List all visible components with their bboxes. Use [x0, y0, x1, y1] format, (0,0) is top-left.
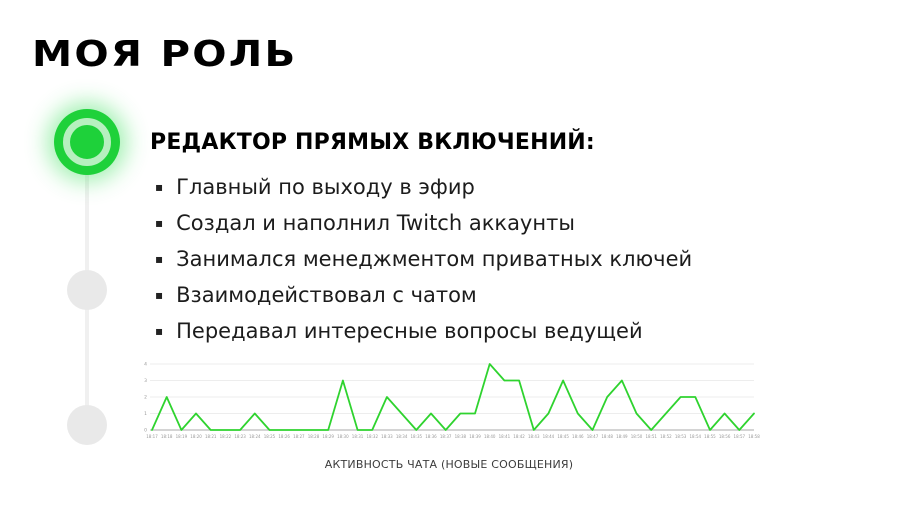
timeline-step-inactive-icon	[67, 270, 107, 310]
x-tick-label: 18:17	[146, 434, 158, 439]
x-tick-label: 18:32	[366, 434, 378, 439]
bullet-text: Создал и наполнил Twitch аккаунты	[176, 211, 575, 235]
x-tick-label: 18:18	[161, 434, 173, 439]
bullet-item: ▪ Главный по выходу в эфир	[150, 175, 770, 202]
x-tick-label: 18:48	[601, 434, 613, 439]
x-tick-label: 18:31	[352, 434, 364, 439]
x-tick-label: 18:27	[293, 434, 305, 439]
timeline-step-active-ring	[63, 118, 111, 166]
bullet-marker-icon: ▪	[155, 288, 164, 302]
chat-activity-series-line	[151, 363, 755, 431]
x-tick-label: 18:53	[675, 434, 687, 439]
x-tick-label: 18:57	[734, 434, 746, 439]
x-tick-label: 18:58	[748, 434, 760, 439]
x-tick-label: 18:52	[660, 434, 672, 439]
line-chart: 0 1 2 3 4 18:17 18:18 18:19 18:20 18:21 18:22 18:23…	[144, 362, 760, 440]
bullet-text: Главный по выходу в эфир	[176, 175, 475, 199]
x-tick-label: 18:28	[308, 434, 320, 439]
x-tick-label: 18:23	[234, 434, 246, 439]
slide-content: РЕДАКТОР ПРЯМЫХ ВКЛЮЧЕНИЙ: ▪ Главный по в…	[150, 130, 770, 355]
bullet-item: ▪ Передавал интересные вопросы ведущей	[150, 319, 770, 346]
x-tick-label: 18:36	[425, 434, 437, 439]
x-tick-label: 18:40	[484, 434, 496, 439]
x-tick-label: 18:46	[572, 434, 584, 439]
x-tick-label: 18:19	[176, 434, 188, 439]
timeline	[54, 105, 120, 455]
x-tick-label: 18:22	[220, 434, 232, 439]
x-tick-label: 18:20	[190, 434, 202, 439]
chat-activity-chart: 0 1 2 3 4 18:17 18:18 18:19 18:20 18:21 18:22 18:23…	[138, 354, 760, 446]
y-tick-label: 3	[144, 378, 147, 384]
x-tick-label: 18:43	[528, 434, 540, 439]
section-heading: РЕДАКТОР ПРЯМЫХ ВКЛЮЧЕНИЙ:	[150, 130, 595, 155]
x-tick-label: 18:21	[205, 434, 217, 439]
x-tick-label: 18:39	[469, 434, 481, 439]
x-tick-label: 18:55	[704, 434, 716, 439]
x-tick-label: 18:42	[513, 434, 525, 439]
bullet-item: ▪ Занимался менеджментом приватных ключей	[150, 247, 770, 274]
x-tick-label: 18:37	[440, 434, 452, 439]
timeline-step-inactive-icon	[67, 405, 107, 445]
bullet-text: Взаимодействовал с чатом	[176, 283, 477, 307]
x-tick-label: 18:50	[631, 434, 643, 439]
chart-caption: АКТИВНОСТЬ ЧАТА (НОВЫЕ СООБЩЕНИЯ)	[324, 458, 574, 471]
x-tick-label: 18:51	[645, 434, 657, 439]
bullet-text: Занимался менеджментом приватных ключей	[176, 247, 693, 271]
x-tick-label: 18:30	[337, 434, 349, 439]
bullet-marker-icon: ▪	[155, 180, 164, 194]
x-tick-label: 18:47	[587, 434, 599, 439]
x-tick-label: 18:33	[381, 434, 393, 439]
x-tick-label: 18:38	[455, 434, 467, 439]
x-tick-label: 18:34	[396, 434, 408, 439]
bullet-marker-icon: ▪	[155, 216, 164, 230]
x-tick-label: 18:56	[719, 434, 731, 439]
y-tick-label: 0	[144, 428, 147, 434]
timeline-step-active-icon	[54, 109, 120, 175]
slide-title: МОЯ РОЛЬ	[32, 34, 298, 75]
x-tick-label: 18:54	[690, 434, 702, 439]
x-tick-label: 18:49	[616, 434, 628, 439]
bullet-list: ▪ Главный по выходу в эфир ▪ Создал и напол…	[150, 175, 770, 346]
bullet-marker-icon: ▪	[155, 252, 164, 266]
y-tick-label: 2	[144, 395, 147, 401]
bullet-marker-icon: ▪	[155, 324, 164, 338]
x-tick-label: 18:26	[278, 434, 290, 439]
y-tick-label: 4	[144, 362, 147, 368]
x-tick-label: 18:29	[322, 434, 334, 439]
x-tick-label: 18:44	[543, 434, 555, 439]
x-tick-label: 18:24	[249, 434, 261, 439]
y-tick-label: 1	[144, 411, 147, 417]
bullet-item: ▪ Взаимодействовал с чатом	[150, 283, 770, 310]
bullet-item: ▪ Создал и наполнил Twitch аккаунты	[150, 211, 770, 238]
x-tick-label: 18:41	[499, 434, 511, 439]
x-tick-label: 18:25	[264, 434, 276, 439]
x-tick-label: 18:45	[557, 434, 569, 439]
bullet-text: Передавал интересные вопросы ведущей	[176, 319, 643, 343]
x-tick-label: 18:35	[411, 434, 423, 439]
